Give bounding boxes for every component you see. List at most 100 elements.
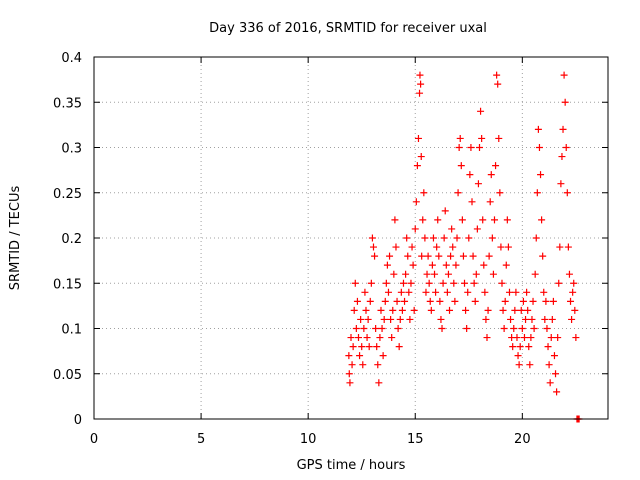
data-point	[347, 334, 355, 342]
data-point	[548, 315, 556, 323]
data-point	[393, 297, 401, 305]
data-point	[358, 343, 366, 351]
data-point	[421, 234, 429, 242]
x-tick-label: 5	[197, 432, 205, 447]
data-point	[465, 234, 473, 242]
data-point	[526, 361, 534, 369]
data-point	[569, 288, 577, 296]
data-point	[362, 306, 370, 314]
grid-lines	[94, 57, 608, 419]
data-point	[345, 352, 353, 360]
data-point	[378, 325, 386, 332]
data-point	[504, 243, 512, 251]
data-point	[503, 216, 511, 224]
data-point	[459, 252, 467, 260]
data-point	[456, 134, 464, 142]
data-point	[361, 288, 369, 296]
data-point	[562, 144, 570, 151]
data-point	[412, 198, 420, 206]
data-point	[353, 297, 361, 305]
data-point	[396, 315, 404, 323]
data-point	[453, 234, 461, 242]
data-point	[443, 288, 451, 296]
y-tick-label: 0.05	[53, 368, 82, 383]
data-point	[537, 171, 545, 179]
data-point	[373, 343, 381, 351]
data-point	[366, 297, 374, 305]
data-point	[418, 252, 426, 260]
data-point	[517, 306, 525, 314]
data-point	[416, 71, 424, 79]
data-point	[380, 315, 388, 323]
data-point	[560, 71, 568, 79]
data-point	[556, 243, 564, 251]
data-point	[449, 243, 457, 251]
data-point	[532, 234, 540, 242]
data-point	[534, 125, 542, 133]
data-point	[501, 297, 509, 305]
data-point	[423, 270, 431, 278]
data-point	[513, 334, 521, 342]
data-point	[457, 162, 465, 170]
y-axis-label: SRMTID / TECUs	[8, 186, 23, 291]
y-tick-label: 0	[74, 413, 82, 428]
data-point	[441, 207, 449, 215]
data-point	[426, 297, 434, 305]
data-point	[348, 361, 356, 369]
data-point	[377, 306, 385, 314]
data-point	[519, 297, 527, 305]
data-point	[512, 288, 520, 296]
data-point	[497, 243, 505, 251]
data-point	[509, 343, 517, 351]
x-axis-label: GPS time / hours	[297, 458, 406, 473]
data-point	[379, 352, 387, 360]
data-point	[467, 144, 475, 151]
data-point	[429, 234, 437, 242]
data-point	[419, 216, 427, 224]
y-tick-label: 0.3	[61, 142, 82, 157]
data-point	[345, 370, 353, 378]
data-point	[427, 306, 435, 314]
data-point	[402, 270, 410, 278]
data-point	[428, 261, 436, 269]
data-point	[514, 352, 522, 360]
data-point	[559, 125, 567, 133]
chart-title: Day 336 of 2016, SRMTID for receiver uxa…	[209, 21, 487, 36]
data-point	[463, 325, 471, 332]
data-point	[568, 315, 576, 323]
data-points	[345, 71, 583, 423]
data-point	[452, 261, 460, 269]
data-point	[346, 379, 354, 387]
data-point	[458, 216, 466, 224]
data-point	[409, 261, 417, 269]
data-point	[360, 325, 368, 332]
data-point	[470, 279, 478, 287]
data-point	[502, 261, 510, 269]
data-point	[411, 225, 419, 233]
data-point	[357, 315, 365, 323]
data-point	[486, 198, 494, 206]
data-point	[520, 334, 528, 342]
data-point	[550, 352, 558, 360]
data-point	[451, 297, 459, 305]
data-point	[404, 252, 412, 260]
x-tick-label: 20	[514, 432, 531, 447]
data-point	[549, 297, 557, 305]
data-point	[538, 216, 546, 224]
data-point	[488, 234, 496, 242]
data-point	[352, 325, 360, 332]
data-point	[413, 162, 421, 170]
data-point	[505, 288, 513, 296]
data-point	[387, 315, 395, 323]
data-point	[494, 80, 502, 88]
data-point	[390, 270, 398, 278]
data-point	[498, 279, 506, 287]
data-point	[564, 243, 572, 251]
data-point	[365, 343, 373, 351]
data-point	[561, 98, 569, 106]
data-point	[554, 334, 562, 342]
data-point	[531, 270, 539, 278]
data-point	[547, 334, 555, 342]
data-point	[420, 189, 428, 197]
data-point	[478, 134, 486, 142]
